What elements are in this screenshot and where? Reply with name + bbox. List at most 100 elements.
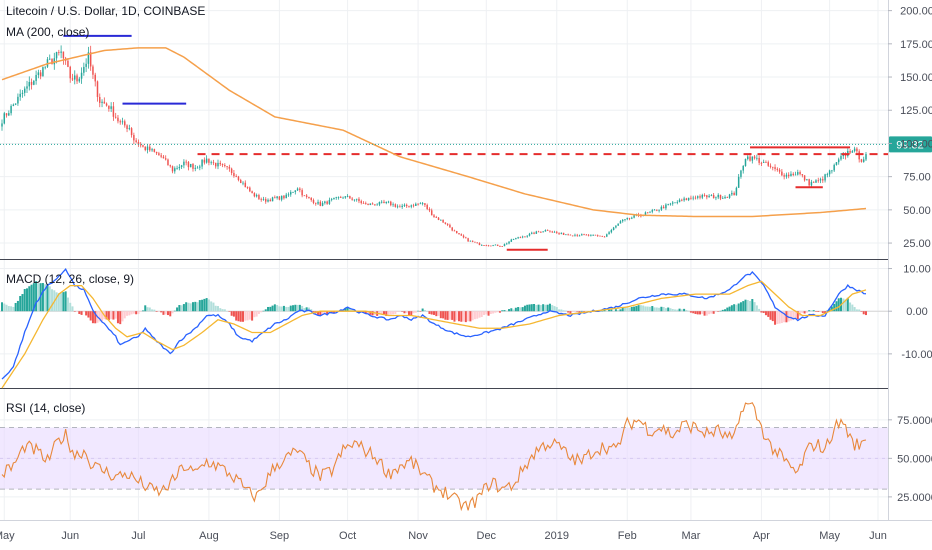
macd-hist-bar [462,311,465,322]
macd-hist-bar [783,311,786,323]
macd-hist-bar [260,311,263,313]
candle-body [387,201,390,203]
macd-hist-bar [223,309,226,312]
macd-hist-bar [110,311,113,320]
macd-hist-bar [44,284,47,312]
candle-body [742,165,744,171]
macd-hist-bar [264,309,267,312]
candle-body [455,231,458,234]
candle-body [351,198,353,200]
macd-hist-bar [69,302,72,312]
macd-hist-bar [389,311,392,315]
macd-hist-bar [426,311,429,312]
candle-body [39,72,42,77]
candle-body [469,240,472,242]
candle-body [230,168,233,173]
candle-body [444,222,447,224]
candle-body [767,162,769,166]
candle-body [799,172,801,175]
candle-body [442,219,444,223]
macd-hist-bar [608,309,611,312]
macd-hist-bar [421,308,424,312]
macd-hist-bar [173,310,176,312]
macd-hist-bar [576,311,579,312]
macd-hist-bar [219,308,222,312]
macd-hist-bar [60,293,63,312]
candle-body [151,149,153,151]
candle-body [319,201,322,206]
macd-hist-bar [101,311,104,322]
macd-hist-bar [580,310,583,312]
macd-hist-bar [364,311,367,314]
candle-body [526,235,528,237]
macd-hist-bar [514,307,517,312]
rsi-indicator-label: RSI (14, close) [6,401,85,415]
candle-body [733,192,735,196]
macd-hist-bar [469,311,472,322]
candle-body [812,181,815,183]
macd-hist-bar [428,311,431,314]
candle-body [842,154,845,157]
macd-hist-bar [639,305,642,312]
x-tick-label: Jun [61,530,79,542]
macd-hist-bar [62,292,65,312]
tick-label-2: 25.0000 [897,492,932,504]
candle-body [819,179,822,181]
candle-body [537,231,540,233]
candle-body [528,233,531,236]
candle-body [12,104,15,106]
candle-body [237,176,240,181]
candle-body [310,198,312,200]
candle-body [817,180,820,182]
candle-body [490,245,492,247]
candle-body [558,232,560,234]
macd-hist-bar [5,304,8,312]
macd-hist-bar [326,311,329,315]
candle-body [433,215,435,218]
candle-body [583,234,585,236]
candle-body [214,162,217,167]
macd-hist-bar [562,310,565,312]
candle-body [506,243,508,245]
macd-hist-bar [719,310,722,312]
macd-hist-bar [730,305,733,312]
candle-body [94,74,96,82]
macd-hist-bar [76,311,79,312]
tick-label-0: 75.00 [903,172,931,184]
candle-body [249,187,251,192]
candle-body [183,161,185,166]
candle-body [346,196,349,197]
candle-body [78,78,81,82]
macd-hist-bar [335,311,338,313]
candle-body [21,92,24,94]
candle-body [205,158,208,163]
candle-body [285,194,287,199]
macd-hist-bar [612,310,615,312]
macd-hist-bar [778,311,781,324]
candle-body [560,232,563,234]
macd-hist-bar [714,311,717,312]
x-tick-label: Feb [618,530,637,542]
macd-hist-bar [423,309,426,312]
macd-hist-bar [294,304,297,312]
candle-body [478,242,481,246]
candle-body [8,113,10,116]
candle-body [758,157,760,163]
macd-hist-bar [398,311,401,312]
macd-hist-bar [310,309,313,312]
candle-body [399,206,401,208]
macd-hist-bar [369,311,372,315]
macd-hist-bar [814,311,817,312]
macd-line [1,268,867,380]
candle-body [3,113,6,124]
macd-hist-bar [617,309,620,312]
candle-body [596,235,599,237]
macd-histogram [0,281,888,325]
macd-hist-bar [653,307,656,312]
macd-hist-bar [396,311,399,312]
candle-body [856,148,858,152]
macd-hist-bar [623,307,626,312]
macd-hist-bar [119,311,122,325]
macd-hist-bar [414,311,417,313]
candle-body [137,141,140,145]
